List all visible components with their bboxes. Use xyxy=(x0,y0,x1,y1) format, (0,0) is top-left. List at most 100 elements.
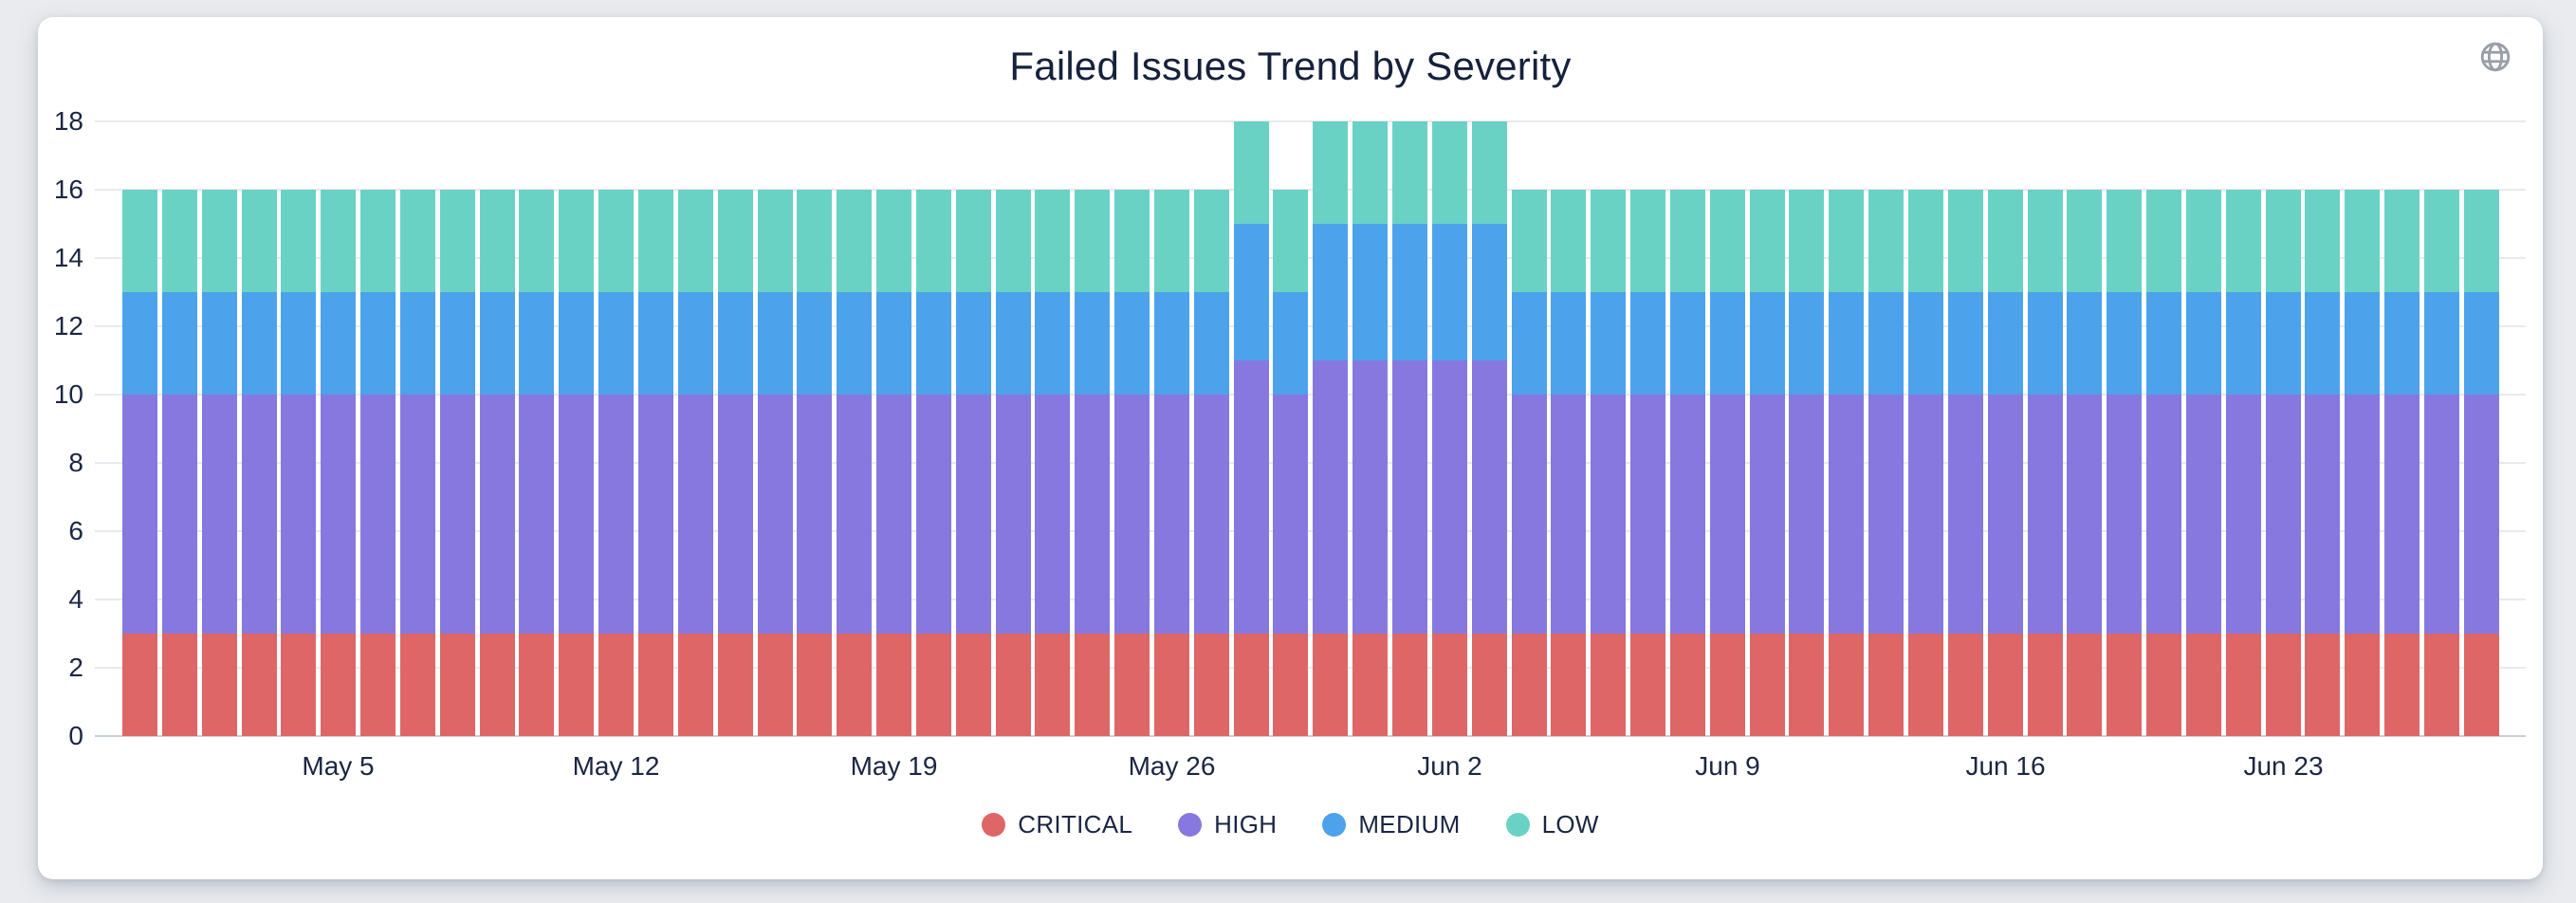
bar-jun-21[interactable] xyxy=(2185,121,2221,736)
bar-segment-low[interactable] xyxy=(1193,190,1229,292)
bar-segment-critical[interactable] xyxy=(2027,634,2063,736)
bar-segment-critical[interactable] xyxy=(2146,634,2182,736)
bar-segment-medium[interactable] xyxy=(2107,292,2143,395)
bar-jun-22[interactable] xyxy=(2225,121,2261,736)
bar-segment-high[interactable] xyxy=(1075,395,1111,634)
bar-segment-medium[interactable] xyxy=(1669,292,1705,395)
bar-segment-high[interactable] xyxy=(2345,395,2381,634)
bar-segment-medium[interactable] xyxy=(1035,292,1071,395)
bar-segment-medium[interactable] xyxy=(2384,292,2420,395)
bar-segment-medium[interactable] xyxy=(837,292,873,395)
bar-segment-critical[interactable] xyxy=(757,634,793,736)
bar-segment-medium[interactable] xyxy=(2345,292,2381,395)
bar-jun-9[interactable] xyxy=(1709,121,1745,736)
bar-may-10[interactable] xyxy=(519,121,555,736)
bar-segment-high[interactable] xyxy=(717,395,753,634)
bar-segment-low[interactable] xyxy=(2107,190,2143,292)
bar-segment-critical[interactable] xyxy=(1868,634,1904,736)
bar-segment-low[interactable] xyxy=(399,190,435,292)
bar-segment-medium[interactable] xyxy=(1114,292,1150,395)
bar-segment-high[interactable] xyxy=(1153,395,1189,634)
bar-segment-high[interactable] xyxy=(1114,395,1150,634)
bar-segment-high[interactable] xyxy=(2146,395,2182,634)
bar-segment-high[interactable] xyxy=(1313,360,1349,634)
bar-segment-medium[interactable] xyxy=(1075,292,1111,395)
bar-segment-critical[interactable] xyxy=(876,634,912,736)
bar-may-2[interactable] xyxy=(201,121,237,736)
bar-may-12[interactable] xyxy=(598,121,635,736)
bar-segment-critical[interactable] xyxy=(241,634,277,736)
bar-jun-18[interactable] xyxy=(2067,121,2103,736)
bar-segment-high[interactable] xyxy=(241,395,277,634)
bar-segment-high[interactable] xyxy=(479,395,515,634)
bar-segment-high[interactable] xyxy=(2027,395,2063,634)
bar-segment-low[interactable] xyxy=(598,190,635,292)
bar-segment-low[interactable] xyxy=(2146,190,2182,292)
bar-segment-critical[interactable] xyxy=(1392,634,1427,736)
bar-segment-low[interactable] xyxy=(281,190,317,292)
bar-segment-low[interactable] xyxy=(1947,190,1983,292)
bar-segment-high[interactable] xyxy=(1392,360,1427,634)
bar-segment-medium[interactable] xyxy=(757,292,793,395)
bar-segment-critical[interactable] xyxy=(559,634,595,736)
bar-segment-low[interactable] xyxy=(2384,190,2420,292)
bar-jun-10[interactable] xyxy=(1749,121,1785,736)
bar-segment-high[interactable] xyxy=(995,395,1031,634)
bar-segment-high[interactable] xyxy=(1193,395,1229,634)
bar-jun-15[interactable] xyxy=(1947,121,1983,736)
bar-segment-critical[interactable] xyxy=(1035,634,1071,736)
bar-segment-medium[interactable] xyxy=(399,292,435,395)
bar-segment-high[interactable] xyxy=(201,395,237,634)
bar-segment-high[interactable] xyxy=(1907,395,1943,634)
bar-segment-medium[interactable] xyxy=(1749,292,1785,395)
bar-segment-medium[interactable] xyxy=(2185,292,2221,395)
bar-segment-medium[interactable] xyxy=(1153,292,1189,395)
bar-segment-critical[interactable] xyxy=(1630,634,1666,736)
bar-segment-critical[interactable] xyxy=(637,634,673,736)
bar-segment-high[interactable] xyxy=(637,395,673,634)
bar-may-3[interactable] xyxy=(241,121,277,736)
bar-segment-low[interactable] xyxy=(1075,190,1111,292)
bar-segment-critical[interactable] xyxy=(1907,634,1943,736)
bar-segment-high[interactable] xyxy=(2185,395,2221,634)
bar-segment-low[interactable] xyxy=(321,190,357,292)
bar-segment-low[interactable] xyxy=(1233,121,1269,225)
bar-may-4[interactable] xyxy=(281,121,317,736)
bar-segment-critical[interactable] xyxy=(1829,634,1865,736)
bar-segment-high[interactable] xyxy=(1709,395,1745,634)
bar-segment-low[interactable] xyxy=(1551,190,1587,292)
bar-may-24[interactable] xyxy=(1075,121,1111,736)
bar-jun-11[interactable] xyxy=(1789,121,1825,736)
bar-segment-critical[interactable] xyxy=(1114,634,1150,736)
bar-segment-critical[interactable] xyxy=(360,634,396,736)
bar-segment-medium[interactable] xyxy=(1273,292,1309,395)
bar-jun-25[interactable] xyxy=(2345,121,2381,736)
bar-segment-low[interactable] xyxy=(2305,190,2341,292)
bar-segment-high[interactable] xyxy=(161,395,197,634)
bar-segment-high[interactable] xyxy=(1273,395,1309,634)
bar-segment-critical[interactable] xyxy=(1193,634,1229,736)
bar-segment-low[interactable] xyxy=(1829,190,1865,292)
bar-segment-high[interactable] xyxy=(439,395,475,634)
bar-segment-critical[interactable] xyxy=(1551,634,1587,736)
bar-segment-low[interactable] xyxy=(241,190,277,292)
bar-segment-low[interactable] xyxy=(955,190,991,292)
bar-segment-medium[interactable] xyxy=(321,292,357,395)
bar-may-22[interactable] xyxy=(995,121,1031,736)
bar-segment-low[interactable] xyxy=(2345,190,2381,292)
bar-may-29[interactable] xyxy=(1273,121,1309,736)
legend-item-critical[interactable]: CRITICAL xyxy=(982,810,1132,839)
bar-segment-medium[interactable] xyxy=(1352,224,1389,361)
bar-segment-critical[interactable] xyxy=(2423,634,2459,736)
bar-segment-high[interactable] xyxy=(2305,395,2341,634)
bar-segment-low[interactable] xyxy=(1114,190,1150,292)
bar-segment-medium[interactable] xyxy=(1431,224,1467,361)
bar-may-31[interactable] xyxy=(1352,121,1389,736)
bar-segment-medium[interactable] xyxy=(1233,224,1269,361)
bar-segment-low[interactable] xyxy=(2185,190,2221,292)
bar-segment-low[interactable] xyxy=(1431,121,1467,225)
bar-segment-low[interactable] xyxy=(519,190,555,292)
bar-may-7[interactable] xyxy=(399,121,435,736)
bar-jun-5[interactable] xyxy=(1551,121,1587,736)
bar-segment-medium[interactable] xyxy=(1193,292,1229,395)
